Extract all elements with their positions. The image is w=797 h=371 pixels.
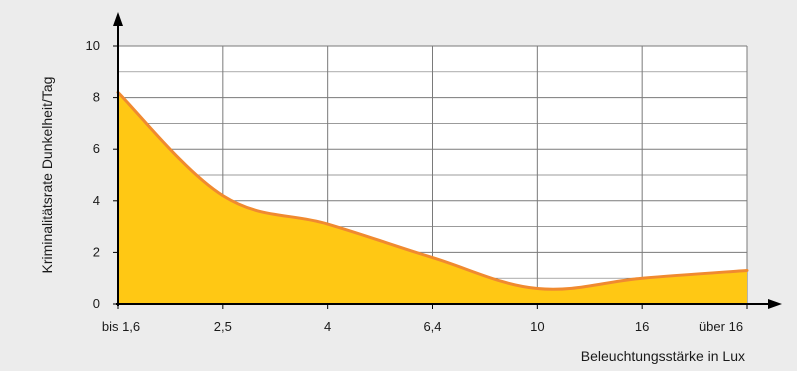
y-axis-title: Kriminalitätsrate Dunkelheit/Tag <box>39 77 55 274</box>
y-tick-label: 0 <box>93 296 100 311</box>
y-axis-arrow <box>113 12 123 26</box>
x-tick-label: 6,4 <box>423 319 441 334</box>
x-tick-label: 10 <box>530 319 544 334</box>
x-tick-label: 4 <box>324 319 331 334</box>
x-axis-title: Beleuchtungsstärke in Lux <box>581 348 745 364</box>
x-tick-label: 16 <box>635 319 649 334</box>
y-tick-label: 4 <box>93 193 100 208</box>
x-tick-label: bis 1,6 <box>102 319 140 334</box>
y-tick-label: 6 <box>93 141 100 156</box>
y-tick-label: 8 <box>93 90 100 105</box>
y-tick-label: 2 <box>93 244 100 259</box>
x-tick-label: 2,5 <box>214 319 232 334</box>
y-tick-label: 10 <box>86 38 100 53</box>
x-tick-label: über 16 <box>699 319 743 334</box>
tick-labels: 0 2 4 6 8 10 bis 1,6 2,5 4 6,4 10 16 über 16 <box>86 38 744 334</box>
area-fill <box>118 92 747 304</box>
x-axis-arrow <box>768 299 782 309</box>
axes <box>113 12 782 309</box>
